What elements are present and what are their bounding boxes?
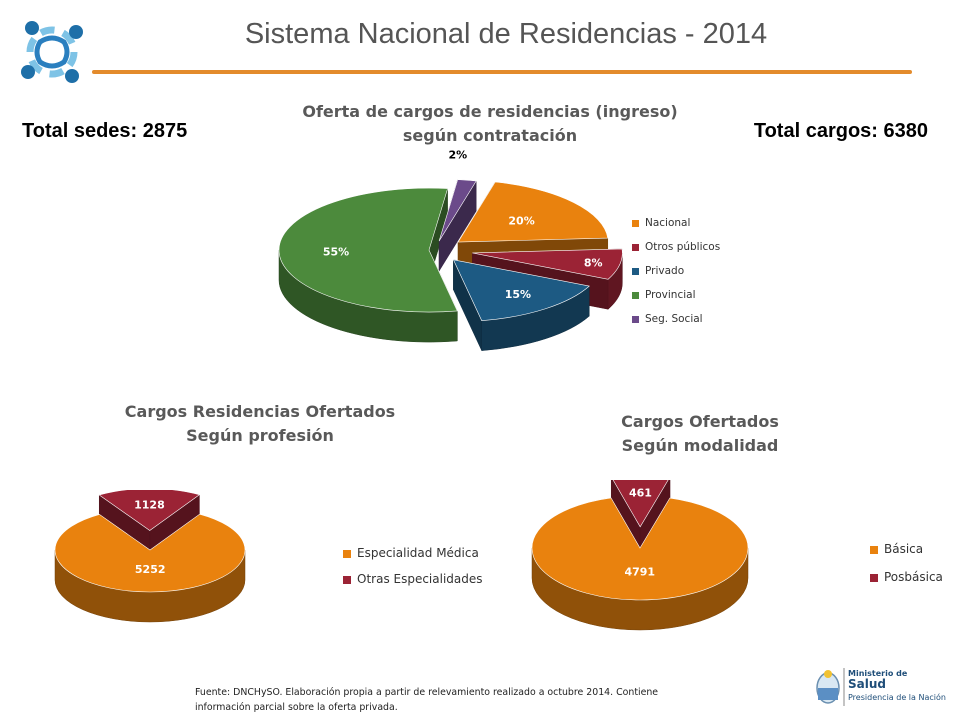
- title-divider: [92, 70, 912, 74]
- chart1-title: Oferta de cargos de residencias (ingreso…: [302, 102, 678, 145]
- legend-swatch: [343, 550, 351, 558]
- pie-slice-especialidad-médica: [54, 513, 246, 593]
- data-label: 20%: [508, 214, 534, 227]
- data-label: 15%: [505, 288, 531, 301]
- chart3-title: Cargos Ofertados Según modalidad: [621, 412, 779, 455]
- pie-slice-otros-públicos: [472, 248, 623, 280]
- legend-entry: Básica: [884, 542, 923, 556]
- legend-swatch: [870, 546, 878, 554]
- pie-slice-seg-social: [438, 179, 477, 242]
- data-label: 5252: [135, 563, 166, 576]
- pie-slice-otras-especialidades: [98, 490, 201, 531]
- data-label: 2%: [448, 150, 467, 162]
- legend-entry: Nacional: [645, 217, 690, 229]
- ministerio-salud-logo: Ministerio de Salud Presidencia de la Na…: [816, 668, 946, 706]
- legend-swatch: [343, 576, 351, 584]
- page-title: Sistema Nacional de Residencias - 2014: [244, 18, 768, 50]
- legend-entry: Provincial: [645, 289, 696, 301]
- pie-slice-posbásica: [612, 480, 669, 528]
- legend-entry: Posbásica: [884, 570, 943, 584]
- pie-slice-nacional: [457, 181, 609, 243]
- ministerio-line-3: Presidencia de la Nación: [848, 692, 946, 702]
- legend-swatch: [632, 220, 639, 227]
- total-cargos: Total cargos: 6380: [753, 120, 928, 142]
- source-line-2: información parcial sobre la oferta priv…: [195, 702, 398, 713]
- residencias-logo: [21, 21, 83, 83]
- legend-entry: Privado: [645, 265, 684, 277]
- data-label: 55%: [323, 245, 349, 258]
- ministerio-line-2: Salud: [848, 677, 886, 691]
- logo-ring-icon: [21, 21, 83, 83]
- legend-entry: Especialidad Médica: [357, 546, 479, 560]
- pie-slice-privado: [452, 259, 590, 321]
- legend-swatch: [632, 268, 639, 275]
- data-label: 461: [629, 486, 652, 499]
- total-sedes: Total sedes: 2875: [22, 120, 188, 142]
- chart-contratacion: 20% 8% 15% 55% 2% Nacional Otros públicos Priva…: [278, 150, 720, 351]
- legend-entry: Otras Especialidades: [357, 572, 483, 586]
- source-note: Fuente: DNCHySO. Elaboración propia a pa…: [195, 685, 765, 715]
- pie-slice-provincial: [278, 187, 458, 313]
- source-line-1: Fuente: DNCHySO. Elaboración propia a pa…: [195, 687, 659, 698]
- chart-modalidad: 4791 461 Básica Posbásica: [531, 480, 943, 631]
- data-label: 4791: [624, 565, 655, 578]
- legend-swatch: [632, 316, 639, 323]
- ministerio-line-1: Ministerio de: [848, 669, 908, 678]
- legend-entry: Seg. Social: [645, 313, 703, 325]
- pie-slice-básica: [531, 497, 749, 601]
- legend-swatch: [632, 292, 639, 299]
- data-label: 8%: [584, 256, 603, 269]
- chart2-title: Cargos Residencias Ofertados Según profes…: [124, 402, 396, 445]
- escudo-icon: [816, 670, 840, 704]
- data-label: 1128: [134, 499, 165, 512]
- legend-swatch: [632, 244, 639, 251]
- legend-entry: Otros públicos: [645, 241, 720, 253]
- legend-swatch: [870, 574, 878, 582]
- chart-profesion: 5252 1128 Especialidad Médica Otras Especia…: [54, 490, 483, 623]
